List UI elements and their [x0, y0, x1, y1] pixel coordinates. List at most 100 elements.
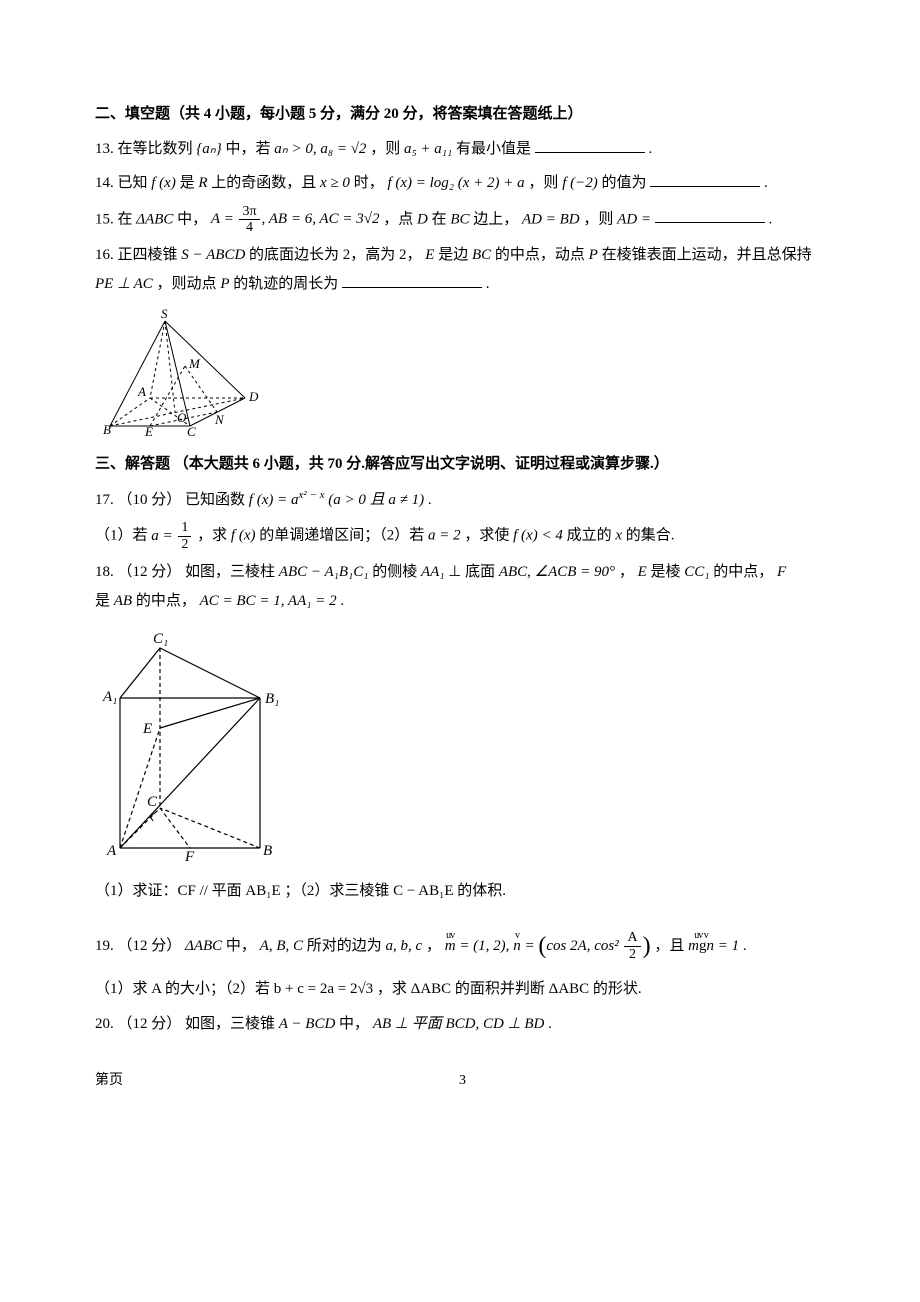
q17-aeq: a = — [151, 528, 176, 544]
q18-t6: 的中点， — [713, 564, 773, 580]
q17-p1f: 的集合. — [626, 528, 675, 544]
q13: 13. 在等比数列 {aₙ} 中，若 aₙ > 0, a₈ = √2 ，则 a₅… — [95, 135, 830, 164]
q17-ineq: f (x) < 4 — [513, 528, 563, 544]
fig1-S: S — [161, 306, 168, 321]
q16-cond: PE ⊥ AC — [95, 276, 153, 292]
fig1-E: E — [144, 424, 153, 436]
q20-t3: . — [548, 1016, 552, 1032]
q19-t2: 所对的边为 — [307, 938, 386, 954]
q20-pts: （12 分） — [118, 1016, 182, 1032]
q19-num: 19. — [95, 938, 114, 954]
q18-t8: 的中点， — [136, 593, 196, 609]
q14-blank — [650, 171, 760, 187]
q19-sides: a, b, c — [386, 938, 423, 954]
q16-t4: 的中点，动点 — [495, 247, 589, 263]
q15-D: D — [417, 211, 428, 227]
q14-t7: . — [764, 175, 768, 191]
q14-t6: 的值为 — [601, 175, 650, 191]
q15-t7: . — [769, 211, 773, 227]
q19-neq: = — [521, 938, 539, 954]
q14-R: R — [198, 175, 207, 191]
q17-fden: 2 — [178, 537, 191, 552]
q19-t5: . — [743, 938, 747, 954]
q16-t8: . — [486, 276, 490, 292]
q15-t4: 在 — [432, 211, 451, 227]
q20-tet: A − BCD — [279, 1016, 336, 1032]
fig1-M: M — [188, 356, 201, 371]
fig2-A1: A₁ — [102, 689, 117, 705]
q18-num: 18. — [95, 564, 114, 580]
q17-num: 17. — [95, 492, 114, 508]
section2-title: 二、填空题（共 4 小题，每小题 5 分，满分 20 分，将答案填在答题纸上） — [95, 100, 830, 129]
q18-t3: ⊥ 底面 — [448, 564, 499, 580]
q17-p1c: 的单调递增区间；（2）若 — [259, 528, 428, 544]
q17-fxp: f (x) — [231, 528, 256, 544]
q14-fx: f (x) — [151, 175, 176, 191]
q15-sides: , AB = 6, AC = 3√2 — [262, 211, 380, 227]
q16-t7: 的轨迹的周长为 — [233, 276, 338, 292]
q14-eq: f (x) = log₂ (x + 2) + a — [387, 175, 524, 191]
q14-t4: 时， — [354, 175, 384, 191]
q18-t4: ， — [619, 564, 634, 580]
section3-title: 三、解答题 （本大题共 6 小题，共 70 分.解答应写出文字说明、证明过程或演… — [95, 450, 830, 479]
q17-p1a: （1）若 — [95, 528, 151, 544]
q19-abc: A, B, C — [260, 938, 303, 954]
q13-seq: {aₙ} — [196, 141, 221, 157]
q17-exp: x² − x — [298, 489, 324, 501]
q14-t5: ，则 — [528, 175, 562, 191]
footer-num: 3 — [459, 1068, 466, 1095]
q19-tri: ΔABC — [185, 938, 222, 954]
fig2-E: E — [142, 721, 152, 737]
fig1-N: N — [214, 412, 225, 427]
q15-t3: ，点 — [383, 211, 417, 227]
q19-dot: = 1 — [714, 938, 739, 954]
q17-pts: （10 分） — [118, 492, 182, 508]
q17-a2: a = 2 — [428, 528, 461, 544]
q15: 15. 在 ΔABC 中， A = 3π4, AB = 6, AC = 3√2 … — [95, 204, 830, 236]
q19-t4: ，且 — [654, 938, 688, 954]
q19: 19. （12 分） ΔABC 中， A, B, C 所对的边为 a, b, c… — [95, 924, 830, 970]
q16-t1: 正四棱锥 — [118, 247, 182, 263]
fig1-C: C — [187, 424, 196, 436]
q13-t2: 中，若 — [226, 141, 275, 157]
q20: 20. （12 分） 如图，三棱锥 A − BCD 中， AB ⊥ 平面 BCD… — [95, 1010, 830, 1039]
q15-ad: AD = — [617, 211, 655, 227]
q13-expr: a₅ + a₁₁ — [404, 141, 452, 157]
q19-meq: = (1, 2), — [456, 938, 514, 954]
q15-t6: ，则 — [583, 211, 617, 227]
q18-cc1: CC₁ — [684, 564, 709, 580]
q18-prism: ABC − A₁B₁C₁ — [279, 564, 369, 580]
q18-aa1: AA₁ — [421, 564, 445, 580]
q18-t9: . — [340, 593, 344, 609]
q19-fden: 2 — [624, 947, 640, 962]
q16-t2: 的底面边长为 2，高为 2， — [249, 247, 422, 263]
q17-dot: . — [428, 492, 432, 508]
q17-fnum: 1 — [178, 520, 191, 536]
q18-pts: （12 分） — [118, 564, 182, 580]
q18-t1: 如图，三棱柱 — [185, 564, 279, 580]
q15-fnum: 3π — [239, 204, 259, 220]
q16-blank — [342, 272, 482, 288]
q15-Aeq: A = — [211, 211, 238, 227]
q17: 17. （10 分） 已知函数 f (x) = ax² − x (a > 0 且… — [95, 485, 830, 515]
q15-blank — [655, 207, 765, 223]
q19-sub: （1）求 A 的大小；（2）若 b + c = 2a = 2√3 ，求 ΔABC… — [95, 975, 830, 1004]
q18-dims: AC = BC = 1, AA₁ = 2 — [200, 593, 337, 609]
fig1-B: B — [103, 422, 111, 436]
figure-pyramid: S A B C D E M N O — [95, 306, 830, 436]
q16-P2: P — [220, 276, 229, 292]
q20-t1: 如图，三棱锥 — [185, 1016, 279, 1032]
q16-t6: ，则动点 — [157, 276, 221, 292]
fig2-F: F — [184, 849, 195, 863]
q18-t5: 是棱 — [651, 564, 685, 580]
q17-p1b: ，求 — [197, 528, 231, 544]
q16-E: E — [425, 247, 434, 263]
q14: 14. 已知 f (x) 是 R 上的奇函数，且 x ≥ 0 时， f (x) … — [95, 169, 830, 198]
fig1-D: D — [248, 389, 259, 404]
q17-p1d: ，求使 — [464, 528, 513, 544]
q18-E: E — [638, 564, 647, 580]
q16-t5: 在棱锥表面上运动，并且总保持 — [602, 247, 812, 263]
q16-t3: 是边 — [438, 247, 472, 263]
q18-abc: ABC, ∠ACB = 90° — [499, 564, 615, 580]
q15-tri: ΔABC — [136, 211, 173, 227]
